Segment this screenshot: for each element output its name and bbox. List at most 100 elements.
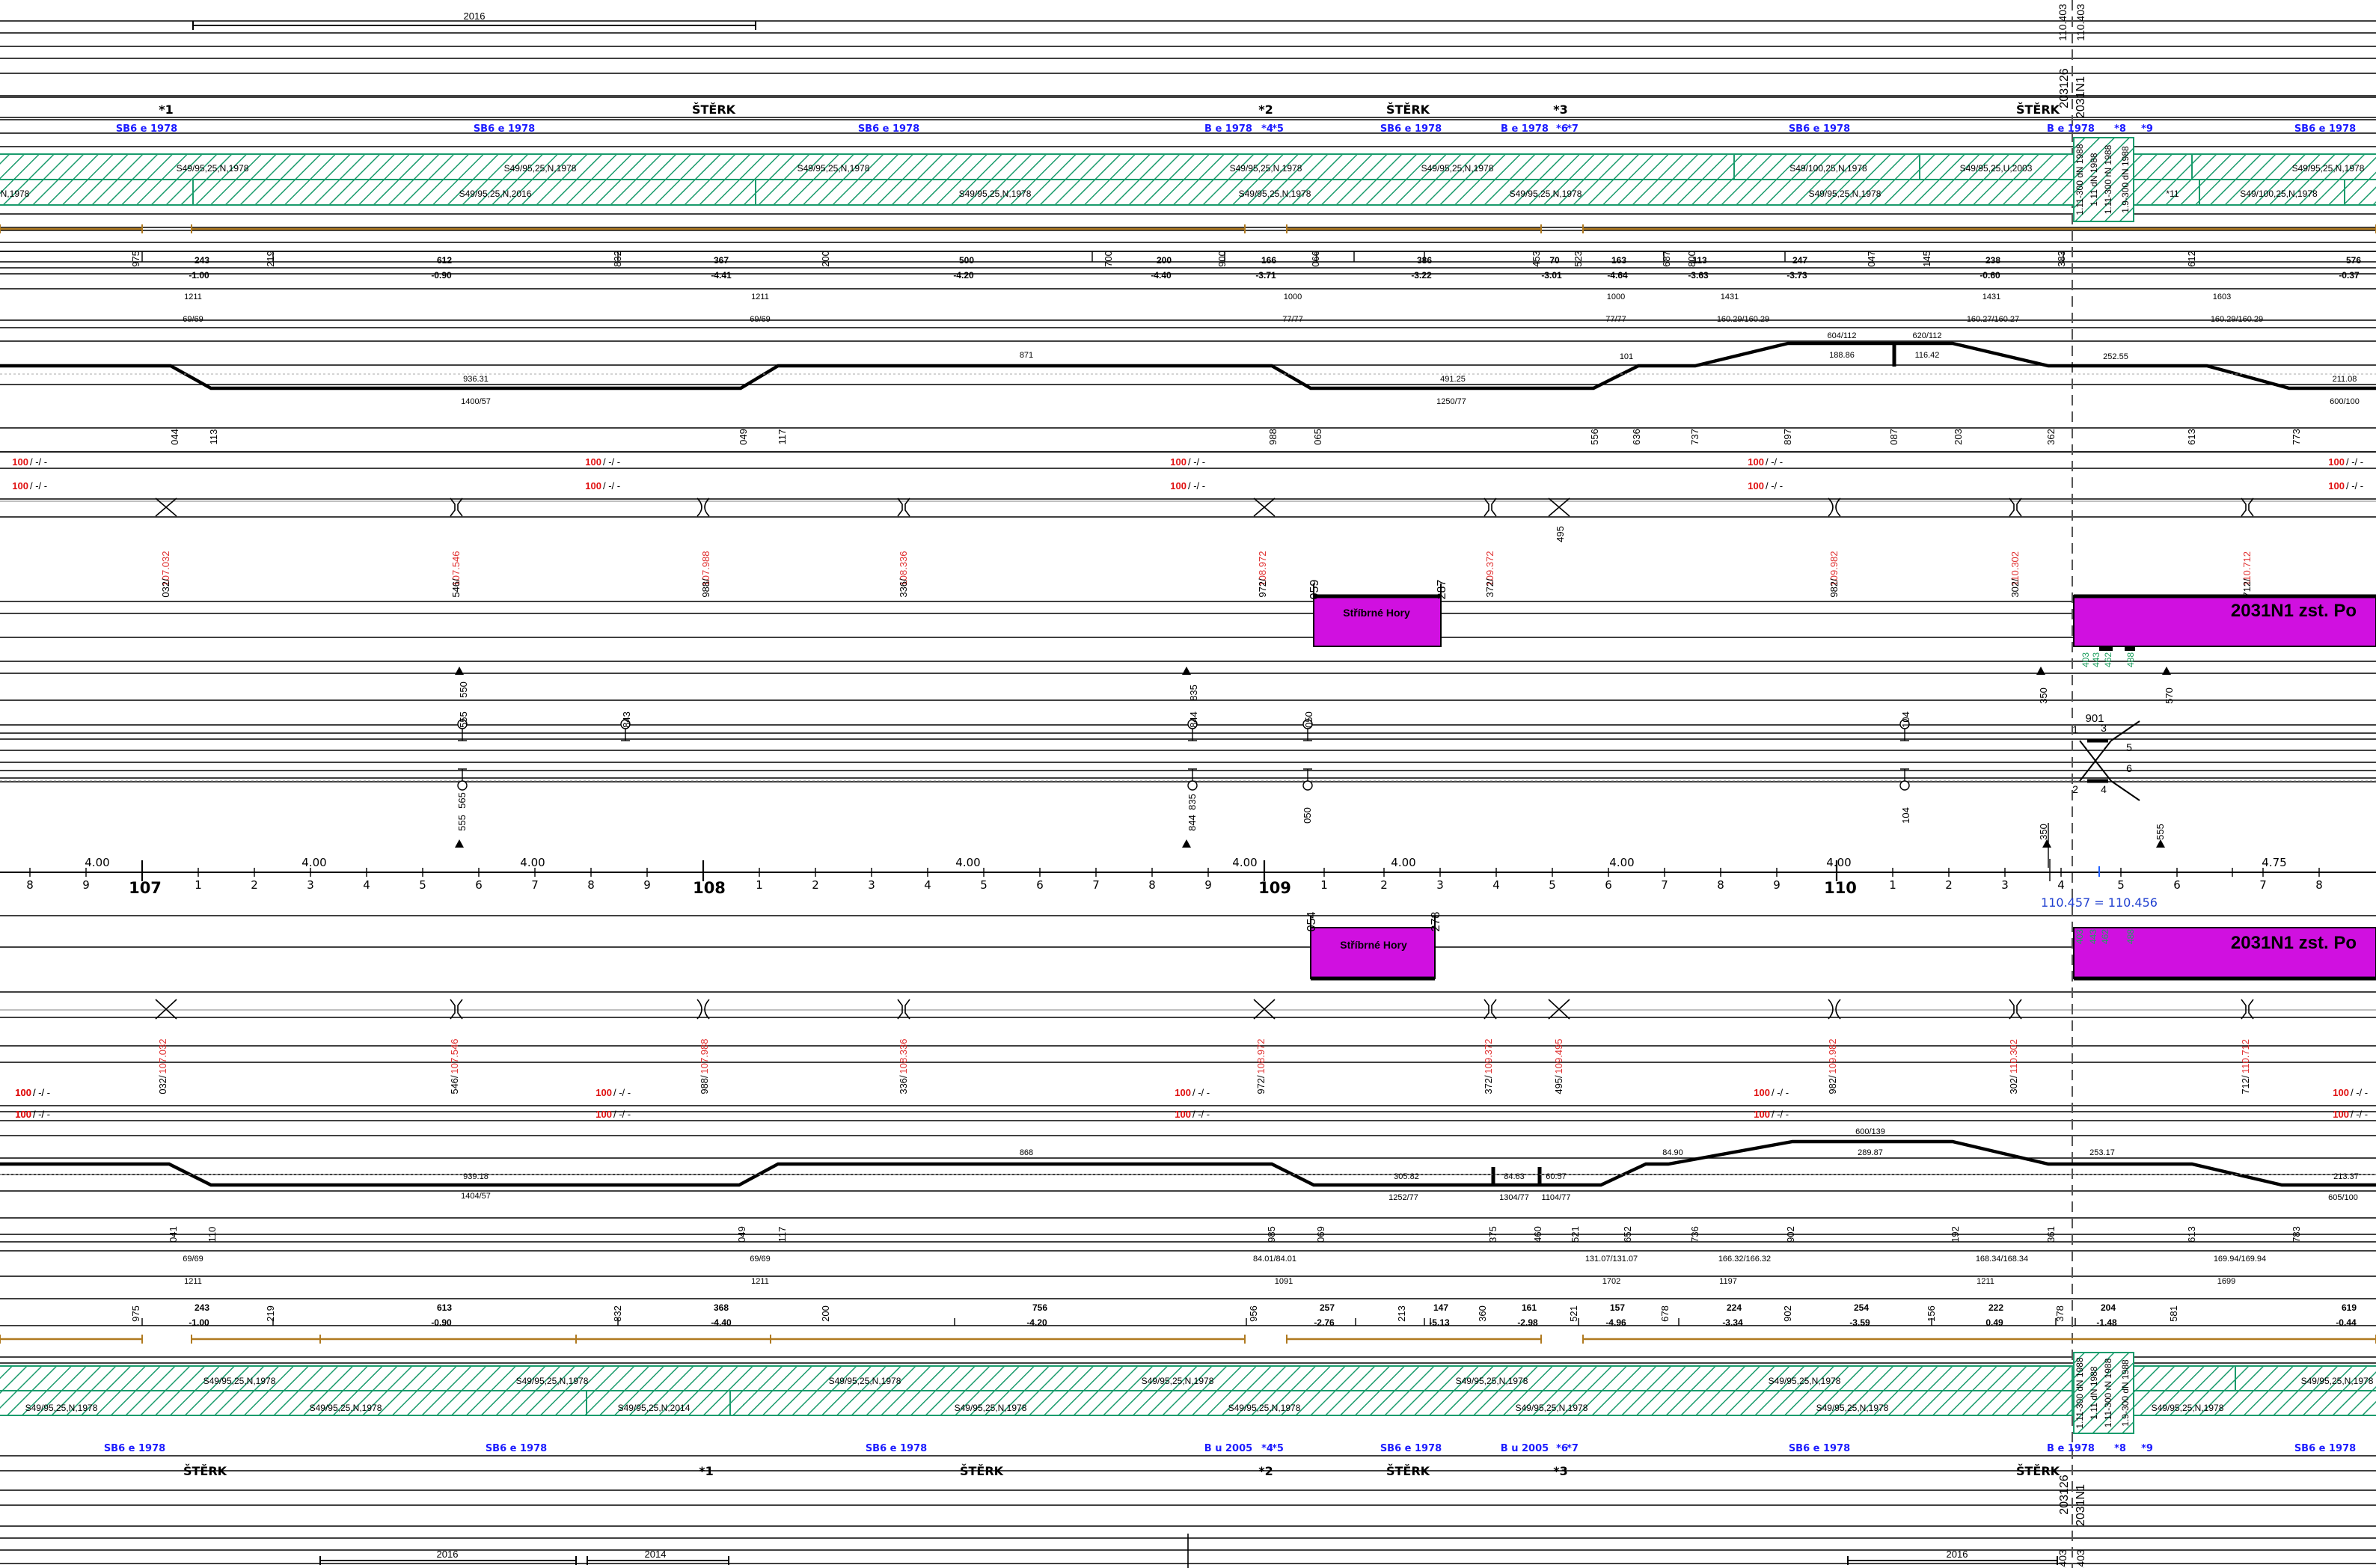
bridge-km: 336/: [898, 1075, 909, 1094]
grade-km: 378: [2054, 1305, 2066, 1322]
bridge-km: 495: [1555, 526, 1566, 542]
bridge-symbol: [155, 999, 177, 1020]
sleeper-label: SB6 e 1978: [858, 123, 919, 135]
curve-label: 600/100: [2330, 397, 2360, 406]
speed-value: 100: [1754, 1109, 1770, 1120]
grade-value: -0.90: [431, 1317, 452, 1328]
surface-label: ŠTĚRK: [2016, 102, 2060, 117]
speed-flags: / -/ -: [613, 1087, 631, 1098]
bridge-km: 712/: [2240, 1075, 2251, 1094]
signal-triangle: [2156, 839, 2165, 848]
km-equation: 110.457 = 110.456: [2041, 895, 2158, 910]
sleeper-label: SB6 e 1978: [486, 1443, 547, 1454]
bridge-km: 336/: [898, 578, 909, 598]
rail-type: S49/95,25,N,1978: [829, 1376, 901, 1386]
speed-value: 100: [585, 480, 601, 491]
turnout-rail-label: 1.11 dN 1988: [2089, 153, 2099, 206]
bridge-km: 110.712: [2240, 1039, 2251, 1074]
grade-value: -1.00: [189, 270, 209, 281]
speed-value: 100: [1175, 1087, 1191, 1098]
curve-label: 605/100: [2328, 1193, 2358, 1202]
hectometre-label: 6: [1605, 878, 1612, 892]
rail-type: S49/95,25,N,2016: [459, 189, 532, 199]
gradient-label: 4.00: [1609, 856, 1634, 869]
curve-km: 375: [1487, 1226, 1498, 1243]
grade-km: 832: [612, 1305, 623, 1322]
rail-type: S49/95,25,U,2003: [1960, 163, 2033, 174]
sleeper-label: *9: [2141, 123, 2153, 135]
surface-label: ŠTĚRK: [1386, 1464, 1430, 1478]
signal-km: 843: [621, 711, 632, 728]
grade-value: -3.01: [1541, 270, 1562, 281]
curve-km: 362: [2045, 429, 2057, 445]
sleeper-label: SB6 e 1978: [474, 123, 535, 135]
speed-flags: / -/ -: [613, 1109, 631, 1120]
bridge-km: 108.972: [1255, 1039, 1267, 1074]
platform-marker: [2125, 646, 2135, 651]
platform-edge-km: 403: [2080, 652, 2091, 667]
grade-value: -4.20: [953, 270, 974, 281]
station-code: 203126: [2058, 68, 2071, 108]
curve-km: 044: [169, 429, 180, 445]
curve-km: 361: [2045, 1226, 2057, 1243]
curve-label: 188.86: [1829, 351, 1855, 360]
sleeper-label: SB6 e 1978: [1380, 123, 1442, 135]
platform-label: 2031N1 zst. Po: [2231, 601, 2357, 621]
rail-type: S49/95,25,N,1978: [177, 163, 249, 174]
curve-km: 049: [738, 429, 749, 445]
rail-type: S49/95,25,N,1978: [1769, 1376, 1841, 1386]
grade-km: 360: [1477, 1305, 1488, 1322]
cant-value: 160.27/160.27: [1967, 315, 2019, 324]
bridge-km: 109.372: [1483, 1039, 1494, 1074]
top-curvature: [0, 341, 2376, 391]
hectometre-label: 9: [82, 878, 90, 892]
bridge-km: 495/: [1553, 1075, 1564, 1094]
curve-label: 211.08: [2333, 375, 2357, 384]
speed-flags: / -/ -: [33, 1109, 50, 1120]
grade-km: 956: [1248, 1305, 1259, 1322]
hectometre-label: 3: [1436, 878, 1444, 892]
curve-km: 613: [2186, 1226, 2197, 1243]
sleeper-label: SB6 e 1978: [116, 123, 177, 135]
bridge-symbol: [1548, 999, 1570, 1020]
sleeper-label: SB6 e 1978: [2294, 123, 2356, 135]
curve-km: 113: [208, 429, 219, 445]
radius-value: 1211: [1977, 1277, 1994, 1286]
hectometre-label: 9: [643, 878, 651, 892]
curve-label: 101: [1620, 352, 1633, 361]
bridge-km: 372/: [1484, 578, 1495, 598]
cant-value: 131.07/131.07: [1585, 1255, 1638, 1264]
sleeper-label: *9: [2141, 1443, 2153, 1454]
cant-value: 69/69: [750, 1255, 771, 1264]
curve-km: 192: [1950, 1226, 1961, 1243]
signal-km: 104: [1900, 807, 1911, 824]
bridge-km: 109.982: [1827, 1039, 1838, 1074]
speed-value: 100: [1170, 480, 1187, 491]
curve-km: 736: [1689, 1226, 1700, 1243]
platform-edge-km: 462: [2100, 929, 2110, 944]
km-label: 109: [1258, 879, 1291, 897]
bridge-km: 109.372: [1484, 551, 1495, 587]
station-code: 203126: [2058, 1474, 2071, 1514]
grade-value: 756: [1032, 1302, 1047, 1313]
grade-km: 902: [1782, 1305, 1793, 1322]
year-label: 2016: [1947, 1549, 1968, 1560]
grade-km: 900: [1216, 251, 1228, 267]
cant-value: 160.29/160.29: [1717, 315, 1769, 324]
station-code: 110.403: [2075, 1549, 2086, 1568]
radius-value: 1211: [751, 293, 769, 301]
grade-value: -4.20: [1026, 1317, 1047, 1328]
grade-km: 832: [612, 251, 623, 267]
bridge-km: 108.336: [898, 551, 909, 587]
bridge-km: 546/: [450, 578, 462, 598]
platform-label: 278: [1430, 912, 1442, 932]
sleeper-label: B e 1978: [1204, 123, 1252, 135]
bridge-km: 107.032: [157, 1039, 168, 1074]
signal-km: 835: [1187, 794, 1198, 810]
signal-triangle: [2036, 667, 2045, 675]
speed-value: 100: [2333, 1087, 2349, 1098]
grade-value: 166: [1261, 255, 1276, 266]
rail-type: S49/95,25,N,1978: [1816, 1403, 1889, 1413]
platform-label: Stříbrné Hory: [1340, 939, 1407, 951]
cant-value: 169.94/169.94: [2214, 1255, 2266, 1264]
